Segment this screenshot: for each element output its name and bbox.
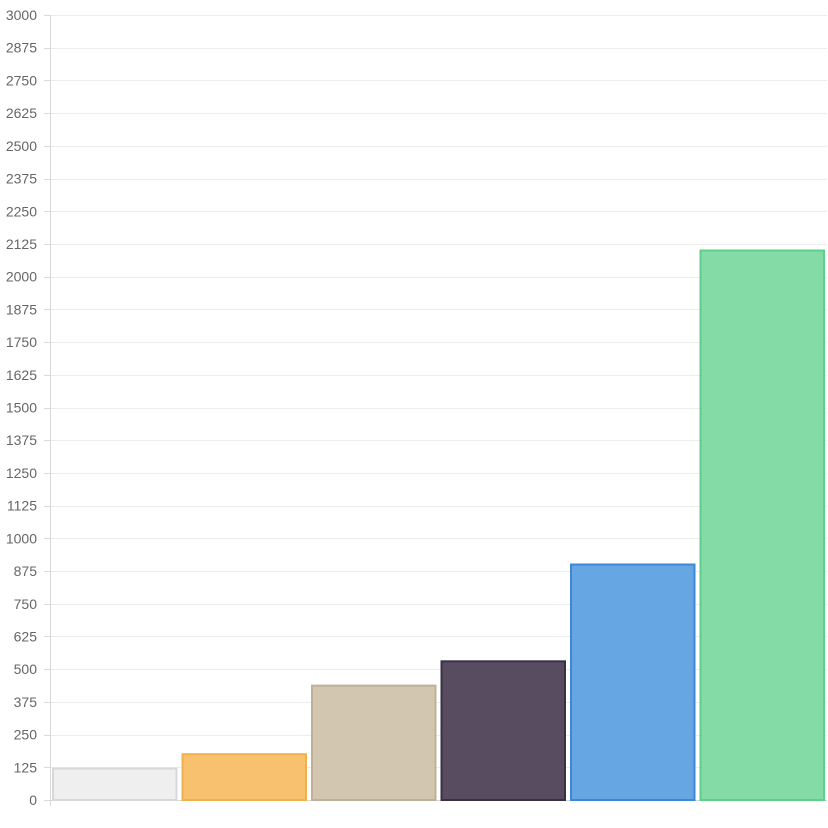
y-tick-label: 2750	[6, 72, 37, 88]
y-tick-label: 1750	[6, 334, 37, 350]
y-tick-label: 125	[14, 759, 38, 775]
y-tick-label: 375	[14, 694, 38, 710]
y-tick-label: 2125	[6, 236, 37, 252]
y-tick-label: 1500	[6, 400, 37, 416]
grid-lines	[44, 15, 827, 801]
y-tick-label: 625	[14, 628, 38, 644]
y-tick-label: 2500	[6, 138, 37, 154]
y-tick-label: 750	[14, 596, 38, 612]
y-tick-label: 1250	[6, 465, 37, 481]
bar-4	[440, 660, 566, 801]
y-tick-label: 1875	[6, 301, 37, 317]
y-tick-label: 875	[14, 563, 38, 579]
y-tick-label: 0	[29, 792, 37, 808]
y-tick-label: 500	[14, 661, 38, 677]
bar-6	[699, 249, 825, 801]
y-tick-label: 2625	[6, 105, 37, 121]
y-tick-label: 1375	[6, 432, 37, 448]
bar-3	[311, 684, 437, 802]
y-tick-label: 2000	[6, 269, 37, 285]
y-axis: 0 125 250 375 500 625 750 875 1000 1125 1250 1375 15…	[6, 7, 51, 808]
y-tick-label: 1625	[6, 367, 37, 383]
y-tick-label: 2875	[6, 40, 37, 56]
y-tick-label: 1125	[7, 498, 37, 514]
y-tick-label: 2375	[6, 171, 37, 187]
bar-5	[570, 563, 696, 801]
y-tick-label: 250	[14, 727, 38, 743]
y-tick-label: 3000	[6, 7, 37, 23]
bars	[52, 249, 825, 802]
y-tick-label: 2250	[6, 203, 37, 219]
bar-2	[181, 753, 307, 801]
bar-1	[52, 767, 178, 801]
y-tick-label: 1000	[6, 530, 37, 546]
